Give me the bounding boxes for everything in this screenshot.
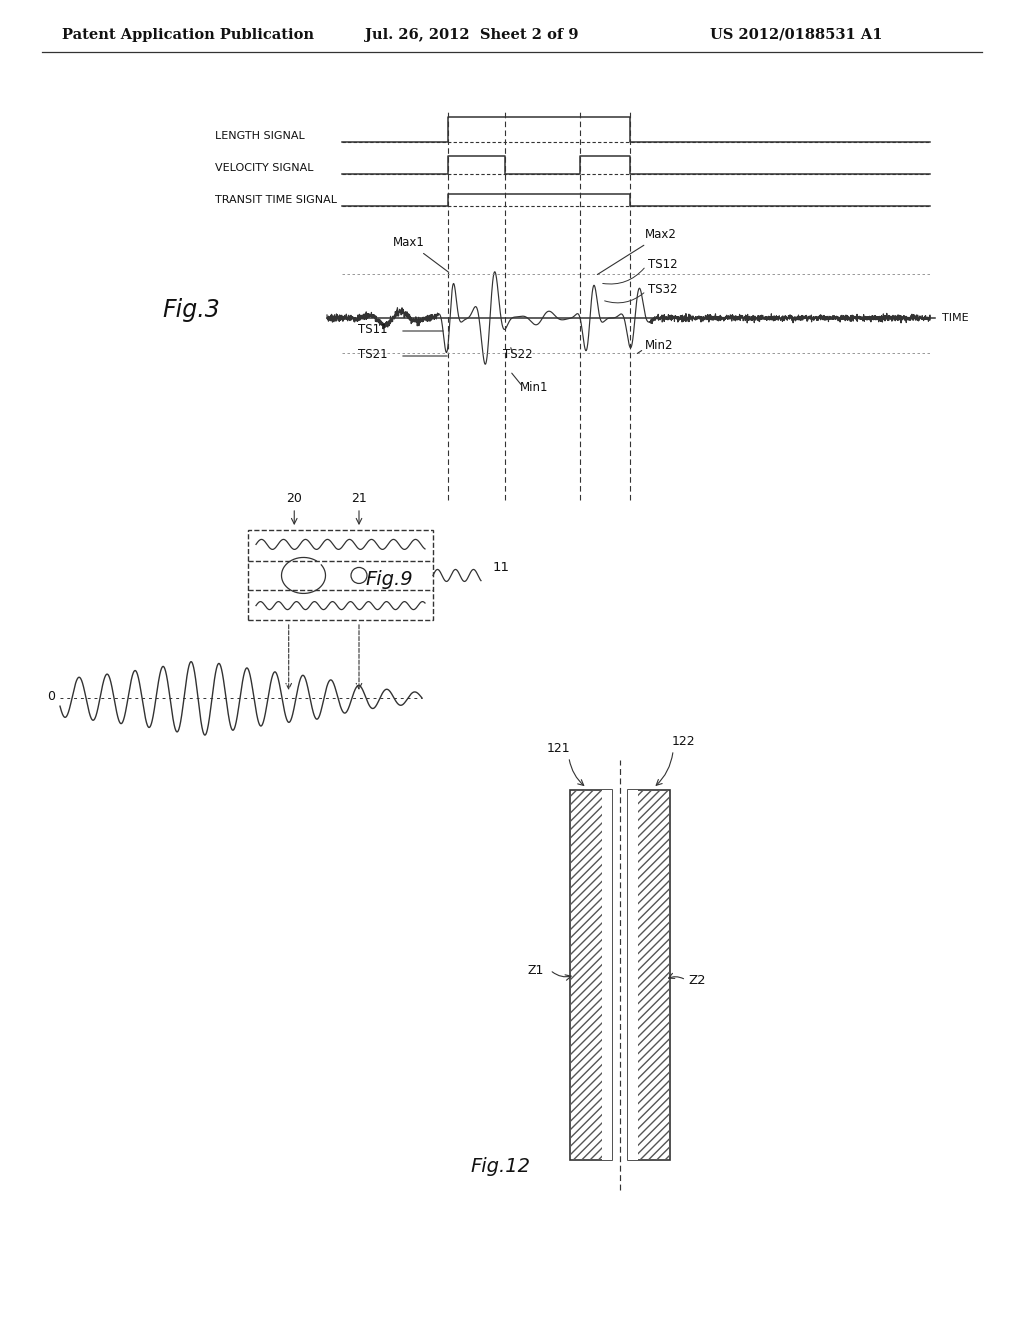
Bar bbox=[602, 789, 612, 1160]
Text: TS32: TS32 bbox=[648, 282, 678, 296]
Text: Min2: Min2 bbox=[645, 339, 674, 352]
Bar bbox=[628, 789, 670, 1160]
Text: TRANSIT TIME SIGNAL: TRANSIT TIME SIGNAL bbox=[215, 195, 337, 205]
Text: 121: 121 bbox=[547, 742, 570, 755]
Bar bbox=[570, 789, 612, 1160]
Text: LENGTH SIGNAL: LENGTH SIGNAL bbox=[215, 131, 305, 141]
Text: Patent Application Publication: Patent Application Publication bbox=[62, 28, 314, 42]
Bar bbox=[628, 789, 670, 1160]
Text: TS11: TS11 bbox=[358, 323, 388, 337]
Text: TS22: TS22 bbox=[503, 348, 532, 360]
Text: Fig.9: Fig.9 bbox=[365, 570, 413, 589]
Text: 21: 21 bbox=[351, 492, 367, 506]
Text: TS12: TS12 bbox=[648, 257, 678, 271]
Text: TIME: TIME bbox=[942, 313, 969, 323]
Text: TS21: TS21 bbox=[358, 348, 388, 360]
Text: Fig.3: Fig.3 bbox=[162, 298, 220, 322]
Text: 11: 11 bbox=[493, 561, 510, 574]
Text: 20: 20 bbox=[287, 492, 302, 506]
Text: Z2: Z2 bbox=[688, 974, 706, 986]
Text: Fig.12: Fig.12 bbox=[470, 1158, 530, 1176]
Bar bbox=[570, 789, 612, 1160]
Text: Max2: Max2 bbox=[597, 228, 677, 275]
Text: Z1: Z1 bbox=[528, 964, 545, 977]
Text: Min1: Min1 bbox=[520, 381, 549, 393]
Text: Max1: Max1 bbox=[393, 236, 449, 272]
Text: US 2012/0188531 A1: US 2012/0188531 A1 bbox=[710, 28, 883, 42]
Text: 0: 0 bbox=[47, 689, 55, 702]
Text: VELOCITY SIGNAL: VELOCITY SIGNAL bbox=[215, 162, 313, 173]
Text: 122: 122 bbox=[672, 735, 695, 748]
Text: Jul. 26, 2012  Sheet 2 of 9: Jul. 26, 2012 Sheet 2 of 9 bbox=[365, 28, 579, 42]
Bar bbox=[628, 789, 638, 1160]
